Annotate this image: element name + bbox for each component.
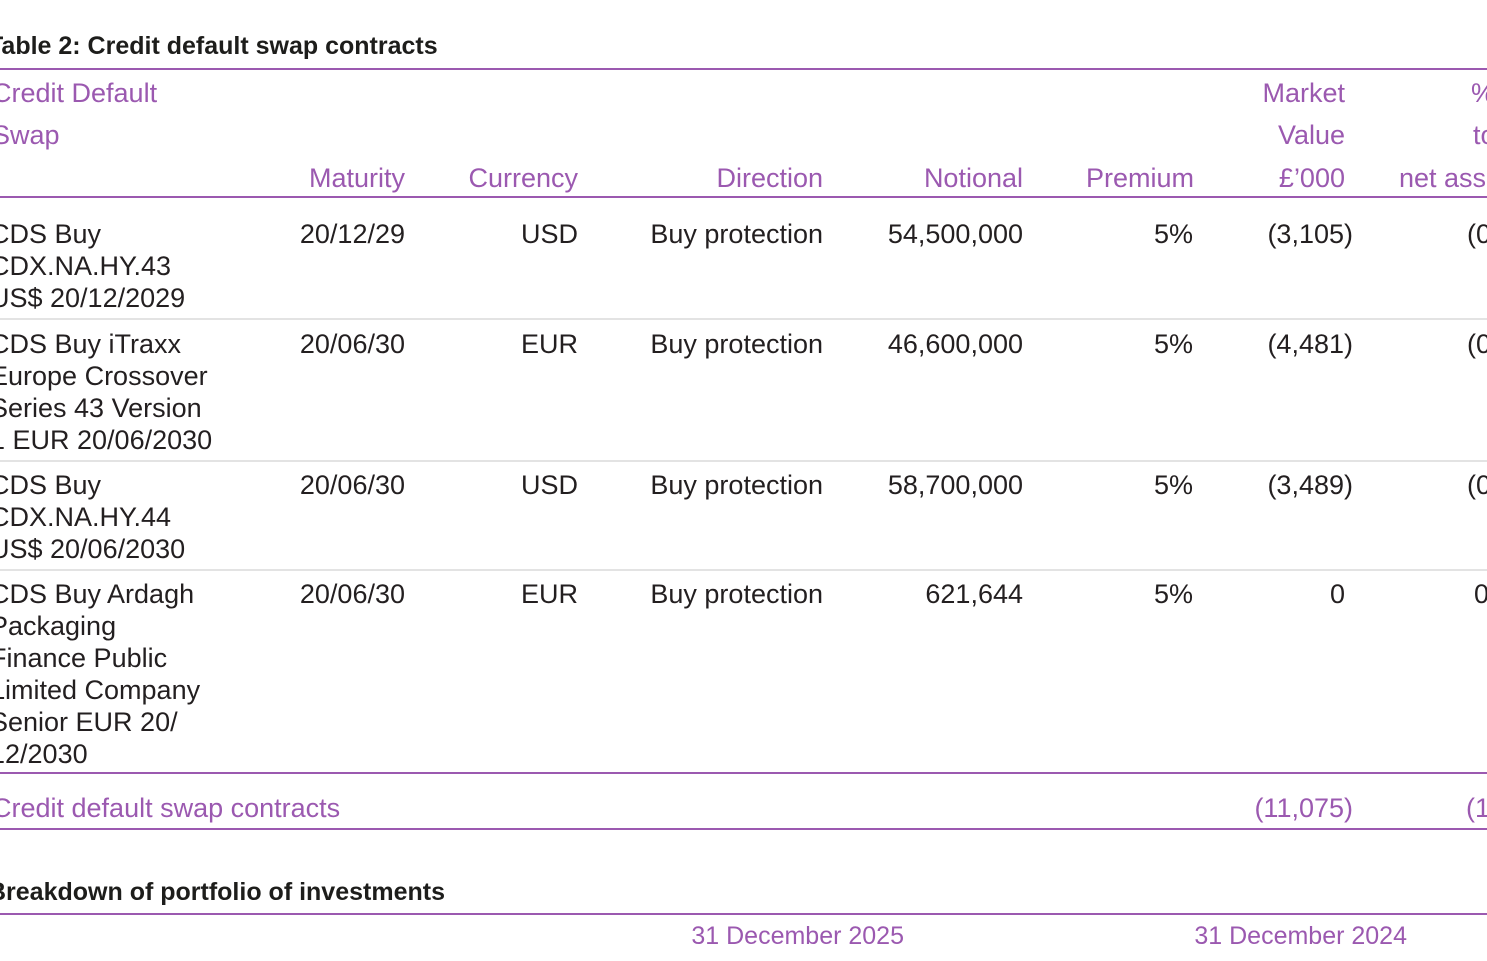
row-market-value: (4,481) (1267, 329, 1353, 359)
header-bottom-rule (0, 196, 1487, 198)
row-pct: (0 (1467, 329, 1487, 359)
row-name-line: CDS Buy iTraxx (0, 329, 182, 359)
header-maturity: Maturity (308, 163, 405, 193)
row-currency: USD (520, 219, 578, 249)
row-name-line: CDX.NA.HY.44 (0, 502, 172, 532)
row-premium: 5% (1153, 219, 1193, 249)
total-bottom-rule (0, 828, 1487, 830)
header-market-value-line3: £’000 (1278, 163, 1345, 193)
row-direction: Buy protection (650, 329, 823, 359)
table-top-rule (0, 68, 1487, 70)
row-premium: 5% (1153, 329, 1193, 359)
row-name-line: Series 43 Version (0, 393, 202, 423)
row-maturity: 20/06/30 (299, 470, 405, 500)
row-name-line: CDS Buy Ardagh (0, 579, 195, 609)
row-name-line: Limited Company (0, 675, 201, 705)
row-market-value: (3,105) (1267, 219, 1353, 249)
header-currency: Currency (468, 163, 578, 193)
table-title: Table 2: Credit default swap contracts (0, 32, 438, 60)
row-direction: Buy protection (650, 579, 823, 609)
row-maturity: 20/06/30 (299, 329, 405, 359)
row-name-line: Finance Public (0, 643, 168, 673)
row-pct: (0 (1467, 470, 1487, 500)
row-direction: Buy protection (650, 470, 823, 500)
row-name-line: Senior EUR 20/ (0, 707, 178, 737)
total-label: Credit default swap contracts (0, 793, 341, 823)
row-notional: 58,700,000 (887, 470, 1023, 500)
header-market-value-line2: Value (1277, 120, 1345, 150)
row-name-line: CDS Buy (0, 219, 102, 249)
row-market-value: 0 (1329, 579, 1345, 609)
total-top-rule (0, 772, 1487, 774)
row-divider (0, 318, 1487, 320)
header-pct-line1: % (1471, 78, 1487, 109)
row-name-line: CDX.NA.HY.43 (0, 251, 172, 281)
row-market-value: (3,489) (1267, 470, 1353, 500)
header-direction: Direction (716, 163, 823, 193)
section-top-rule (0, 913, 1487, 915)
header-premium: Premium (1085, 163, 1194, 193)
row-name-line: 12/2030 (0, 739, 88, 769)
row-currency: EUR (520, 329, 578, 359)
header-pct-line3: net assets (1399, 163, 1487, 193)
row-name-line: Europe Crossover (0, 361, 208, 391)
row-name-line: US$ 20/12/2029 (0, 283, 186, 313)
header-name-line2: Swap (0, 120, 60, 150)
row-notional: 621,644 (925, 579, 1023, 609)
row-divider (0, 460, 1487, 462)
row-name-line: 1 EUR 20/06/2030 (0, 425, 213, 455)
header-date-2024: 31 December 2024 (1194, 922, 1407, 950)
row-premium: 5% (1153, 579, 1193, 609)
total-pct: (1 (1466, 793, 1487, 823)
row-notional: 46,600,000 (887, 329, 1023, 359)
total-market-value: (11,075) (1254, 793, 1353, 823)
header-name-line1: Credit Default (0, 78, 158, 108)
row-premium: 5% (1153, 470, 1193, 500)
row-notional: 54,500,000 (887, 219, 1023, 249)
header-date-2025: 31 December 2025 (691, 922, 904, 950)
row-name-line: Packaging (0, 611, 117, 641)
header-pct-line2: to (1473, 120, 1487, 150)
header-notional: Notional (923, 163, 1023, 193)
header-market-value-line1: Market (1262, 78, 1345, 108)
row-pct: (0 (1467, 219, 1487, 249)
row-direction: Buy protection (650, 219, 823, 249)
row-name-line: CDS Buy (0, 470, 102, 500)
row-currency: EUR (520, 579, 578, 609)
section-title: Breakdown of portfolio of investments (0, 878, 445, 906)
row-currency: USD (520, 470, 578, 500)
row-divider (0, 569, 1487, 571)
row-maturity: 20/12/29 (299, 219, 405, 249)
row-pct: 0 (1474, 579, 1487, 609)
row-name-line: US$ 20/06/2030 (0, 534, 186, 564)
row-maturity: 20/06/30 (299, 579, 405, 609)
